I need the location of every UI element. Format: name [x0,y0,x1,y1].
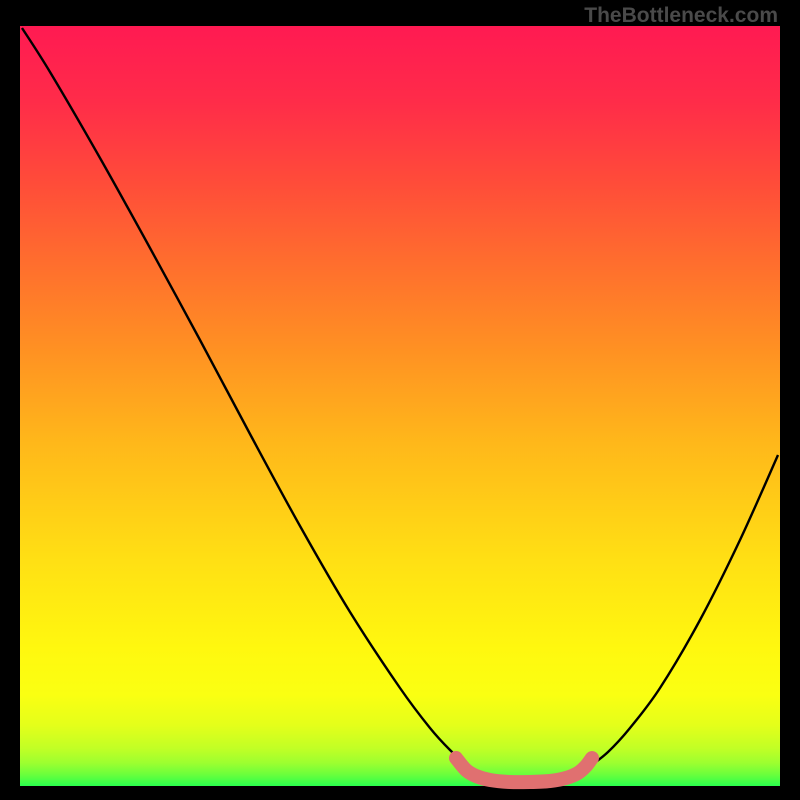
bottleneck-curve [22,28,778,781]
attribution-label: TheBottleneck.com [584,4,778,28]
optimal-range-marker [456,758,592,782]
outer-frame: TheBottleneck.com [0,0,800,800]
chart-overlay [0,0,800,800]
